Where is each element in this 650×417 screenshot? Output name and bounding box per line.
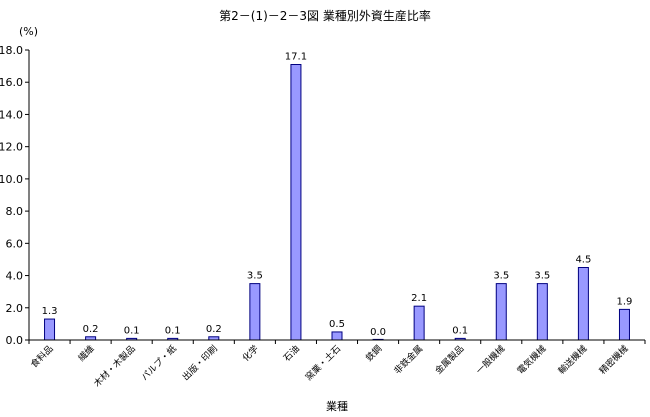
category-label: 窯業・土石 <box>303 343 343 383</box>
data-label: 3.5 <box>247 271 263 282</box>
y-tick-label: 16.0 <box>0 76 23 89</box>
bar <box>290 64 302 341</box>
category-label: 非鉄金属 <box>391 343 425 377</box>
y-tick-label: 6.0 <box>6 237 24 250</box>
bar <box>536 283 548 341</box>
chart-title: 第2－(1)－2－3図 業種別外資生産比率 <box>219 8 431 23</box>
bar <box>44 318 56 341</box>
y-tick-label: 4.0 <box>6 270 24 283</box>
y-tick-label: 2.0 <box>6 302 24 315</box>
y-axis-label: (%) <box>19 25 38 38</box>
category-label: 電気機械 <box>515 343 549 377</box>
category-label: 繊維 <box>75 343 96 364</box>
bar <box>618 308 630 341</box>
y-tick-label: 18.0 <box>0 44 23 57</box>
data-label: 0.0 <box>370 327 386 338</box>
bar <box>331 331 343 341</box>
data-label: 2.1 <box>411 293 427 304</box>
bar <box>495 283 507 341</box>
category-label: 輸送機械 <box>556 343 590 377</box>
y-tick-label: 0.0 <box>6 334 24 347</box>
data-label: 0.1 <box>165 325 181 336</box>
category-label: 石油 <box>281 343 302 364</box>
category-label: 鉄鋼 <box>363 343 384 364</box>
data-label: 0.1 <box>452 325 468 336</box>
bar <box>577 267 589 341</box>
y-tick-label: 8.0 <box>6 205 24 218</box>
data-label: 17.1 <box>285 52 307 63</box>
x-axis-label: 業種 <box>326 399 348 413</box>
y-tick-label: 10.0 <box>0 173 23 186</box>
data-label: 0.1 <box>124 325 140 336</box>
category-label: 出版・印刷 <box>180 343 220 383</box>
data-label: 3.5 <box>534 271 550 282</box>
category-label: 金属製品 <box>432 343 466 377</box>
category-label: パルプ・紙 <box>139 343 179 383</box>
data-label: 1.3 <box>42 306 58 317</box>
data-label: 0.2 <box>83 324 99 335</box>
y-tick-label: 14.0 <box>0 108 23 121</box>
category-label: 食料品 <box>28 343 56 371</box>
data-label: 0.5 <box>329 319 345 330</box>
data-label: 4.5 <box>575 255 591 266</box>
bar <box>413 305 425 341</box>
category-label: 一般機械 <box>473 343 507 377</box>
bar <box>249 283 261 341</box>
data-label: 1.9 <box>617 296 633 307</box>
y-tick-label: 12.0 <box>0 141 23 154</box>
data-label: 3.5 <box>493 271 509 282</box>
category-label: 木材・木製品 <box>91 343 138 390</box>
category-label: 化学 <box>240 343 261 364</box>
data-label: 0.2 <box>206 324 222 335</box>
category-label: 精密機械 <box>597 343 631 377</box>
